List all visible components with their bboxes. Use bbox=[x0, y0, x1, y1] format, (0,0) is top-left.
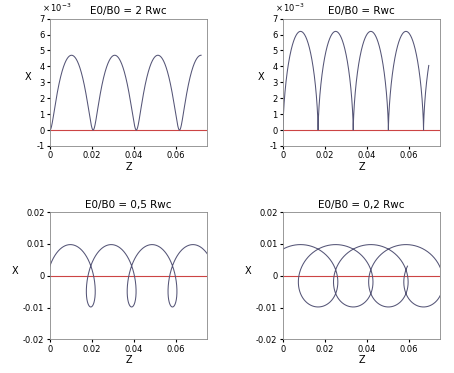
X-axis label: Z: Z bbox=[125, 355, 132, 366]
X-axis label: Z: Z bbox=[125, 162, 132, 172]
Title: E0/B0 = Rwc: E0/B0 = Rwc bbox=[328, 6, 395, 16]
Y-axis label: X: X bbox=[257, 72, 264, 82]
X-axis label: Z: Z bbox=[358, 162, 365, 172]
Title: E0/B0 = 2 Rwc: E0/B0 = 2 Rwc bbox=[90, 6, 167, 16]
Title: E0/B0 = 0,2 Rwc: E0/B0 = 0,2 Rwc bbox=[318, 200, 405, 210]
Y-axis label: X: X bbox=[244, 266, 251, 276]
Y-axis label: X: X bbox=[25, 72, 31, 82]
Text: $\times\,10^{-3}$: $\times\,10^{-3}$ bbox=[275, 1, 305, 13]
X-axis label: Z: Z bbox=[358, 355, 365, 366]
Y-axis label: X: X bbox=[11, 266, 18, 276]
Text: $\times\,10^{-3}$: $\times\,10^{-3}$ bbox=[42, 1, 71, 13]
Title: E0/B0 = 0,5 Rwc: E0/B0 = 0,5 Rwc bbox=[85, 200, 172, 210]
